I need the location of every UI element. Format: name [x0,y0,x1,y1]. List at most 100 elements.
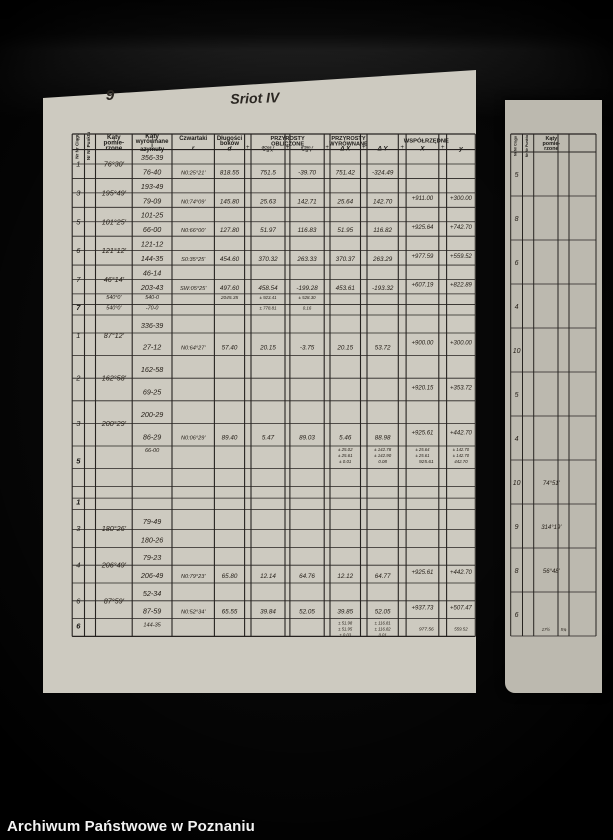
svg-text:442.70: 442.70 [454,459,468,464]
svg-text:56°48': 56°48' [543,569,561,575]
svg-text:5: 5 [515,392,519,399]
svg-text:+: + [286,145,290,151]
svg-text:497.60: 497.60 [220,285,240,292]
svg-text:-199.28: -199.28 [296,285,318,292]
svg-text:559.52: 559.52 [454,627,468,632]
svg-text:52.05: 52.05 [375,609,391,616]
svg-text:+742.70: +742.70 [450,225,473,231]
svg-text:4: 4 [76,561,80,570]
svg-text:SW:05°25': SW:05°25' [180,286,207,292]
svg-text:± 142.78: ± 142.78 [374,447,392,452]
svg-text:0.08: 0.08 [378,459,387,464]
svg-text:52-34: 52-34 [143,589,161,598]
svg-text:195°49': 195°49' [102,188,127,197]
svg-text:r: r [192,145,195,152]
svg-text:64.76: 64.76 [299,573,315,580]
svg-text:79-49: 79-49 [143,517,161,526]
svg-text:12.14: 12.14 [260,573,276,580]
svg-text:+: + [441,145,445,151]
svg-text:± 0.03: ± 0.03 [339,633,351,638]
svg-text:Δ X: Δ X [339,146,351,153]
svg-text:5.46: 5.46 [339,435,352,442]
svg-text:± 142.70: ± 142.70 [453,453,470,458]
svg-text:17½: 17½ [542,627,551,632]
svg-text:N0:64°27': N0:64°27' [181,345,206,351]
svg-text:-70-0: -70-0 [146,305,159,311]
svg-text:± 528.30: ± 528.30 [299,295,317,300]
svg-text:rzone: rzone [544,146,558,152]
svg-text:N0:52°34': N0:52°34' [181,610,206,616]
svg-text:rzone: rzone [105,145,122,152]
svg-text:540-0: 540-0 [145,295,159,301]
svg-text:336-39: 336-39 [141,321,163,330]
svg-text:453.61: 453.61 [336,285,355,292]
svg-text:76-40: 76-40 [143,167,161,176]
svg-text:+300.00: +300.00 [450,340,473,346]
svg-text:0.16: 0.16 [303,305,312,310]
svg-text:± 51.95: ± 51.95 [338,627,353,632]
svg-text:N0:66°00': N0:66°00' [181,228,206,234]
svg-text:751.42: 751.42 [336,169,356,176]
svg-text:0.01: 0.01 [379,633,387,638]
svg-text:51.95: 51.95 [337,227,353,234]
svg-text:± 25.64: ± 25.64 [415,447,430,452]
svg-text:± 25.02: ± 25.02 [338,447,353,452]
svg-text:Δ Y: Δ Y [377,146,389,153]
svg-text:6: 6 [76,621,81,630]
svg-text:79-23: 79-23 [143,553,161,562]
svg-text:127.80: 127.80 [220,227,240,234]
svg-text:977.56: 977.56 [419,627,434,633]
svg-text:64.77: 64.77 [375,573,391,580]
svg-text:10: 10 [513,348,521,355]
svg-text:65.55: 65.55 [222,609,238,616]
svg-text:+: + [400,145,404,151]
svg-text:2045.35: 2045.35 [220,295,239,301]
svg-text:52.05: 52.05 [299,609,315,616]
svg-text:+442.70: +442.70 [450,431,473,437]
svg-text:145.80: 145.80 [220,198,240,205]
svg-text:1: 1 [76,331,80,340]
svg-text:370.32: 370.32 [258,256,278,263]
svg-text:6: 6 [515,260,519,267]
svg-text:454.60: 454.60 [220,256,240,263]
svg-text:39.85: 39.85 [337,609,353,616]
svg-text:46-14: 46-14 [143,268,161,277]
svg-text:+507.47: +507.47 [450,606,473,612]
svg-text:N0:25°21': N0:25°21' [181,170,206,176]
svg-text:46°14': 46°14' [104,275,125,284]
svg-text:± 25.61: ± 25.61 [415,453,429,458]
svg-text:925.61: 925.61 [419,459,434,465]
svg-text:116.83: 116.83 [298,227,317,234]
svg-text:S0:35°25': S0:35°25' [181,257,206,263]
svg-text:142.70: 142.70 [373,198,393,205]
svg-text:65.80: 65.80 [222,573,238,580]
svg-text:+900.00: +900.00 [412,340,435,346]
svg-text:87-59: 87-59 [143,607,161,616]
svg-text:+925.64: +925.64 [412,225,435,231]
svg-text:± 116.81: ± 116.81 [375,621,391,626]
svg-text:142.71: 142.71 [297,198,316,205]
svg-text:Czwartaki: Czwartaki [179,136,207,142]
svg-text:9: 9 [106,87,115,104]
svg-text:263.29: 263.29 [372,256,393,263]
svg-text:162-58: 162-58 [141,365,163,374]
svg-text:53.72: 53.72 [375,344,391,351]
svg-text:+: + [246,145,250,151]
svg-text:-39.70: -39.70 [298,169,316,176]
svg-text:+822.89: +822.89 [450,283,473,289]
svg-text:6: 6 [515,612,519,619]
svg-text:76°30': 76°30' [104,160,125,169]
svg-text:540°0': 540°0' [106,295,122,301]
svg-text:-3.75: -3.75 [300,344,315,351]
svg-text:144-35: 144-35 [143,623,161,629]
svg-text:N0:74°09': N0:74°09' [181,199,206,205]
svg-text:162°58': 162°58' [102,374,127,383]
svg-text:± 142.70: ± 142.70 [453,447,470,452]
svg-text:+559.52: +559.52 [450,254,473,260]
svg-text:20.15: 20.15 [259,344,276,351]
svg-text:101-25: 101-25 [141,211,164,220]
svg-text:20.15: 20.15 [336,344,353,351]
svg-text:144-35: 144-35 [141,254,164,263]
svg-text:+911.00: +911.00 [412,196,434,202]
svg-text:121-12: 121-12 [141,240,163,249]
